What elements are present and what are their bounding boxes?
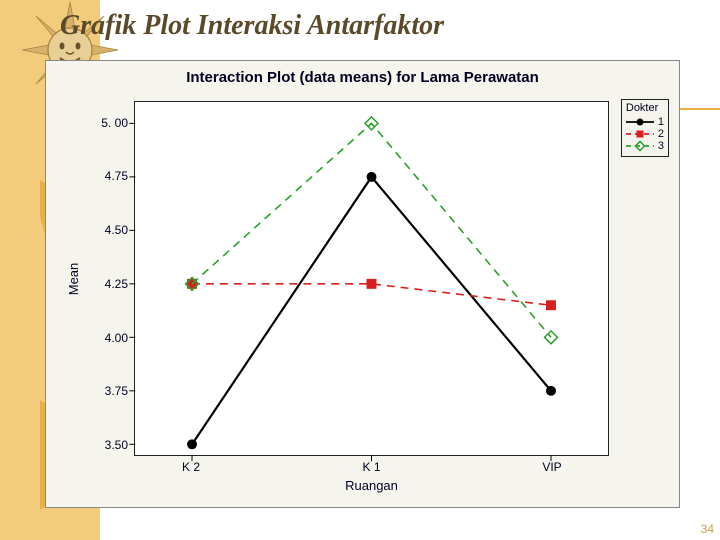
chart-title: Interaction Plot (data means) for Lama P… bbox=[46, 69, 679, 86]
y-tick-label: 3.75 bbox=[78, 384, 128, 398]
legend-box: Dokter 123 bbox=[621, 99, 669, 157]
y-tick-label: 4.50 bbox=[78, 223, 128, 237]
legend-item: 3 bbox=[626, 140, 664, 152]
legend-item: 1 bbox=[626, 116, 664, 128]
x-tick-label: VIP bbox=[522, 460, 582, 474]
legend-title: Dokter bbox=[626, 102, 664, 116]
plot-area bbox=[134, 101, 609, 456]
y-tick-label: 4.25 bbox=[78, 277, 128, 291]
slide-title: Grafik Plot Interaksi Antarfaktor bbox=[60, 10, 444, 42]
y-tick-label: 5. 00 bbox=[78, 116, 128, 130]
y-tick-label: 4.00 bbox=[78, 331, 128, 345]
plot-svg bbox=[135, 102, 608, 455]
x-tick-label: K 1 bbox=[342, 460, 402, 474]
y-tick-label: 4.75 bbox=[78, 169, 128, 183]
legend-item: 2 bbox=[626, 128, 664, 140]
chart-panel: Interaction Plot (data means) for Lama P… bbox=[45, 60, 680, 508]
y-tick-label: 3.50 bbox=[78, 438, 128, 452]
x-tick-label: K 2 bbox=[161, 460, 221, 474]
page-number: 34 bbox=[701, 522, 714, 536]
x-axis-label: Ruangan bbox=[345, 478, 398, 493]
